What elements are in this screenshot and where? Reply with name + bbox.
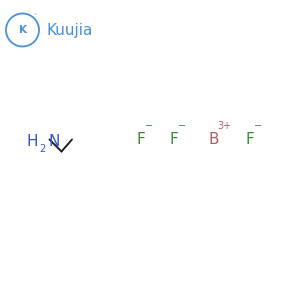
Text: −: − (178, 121, 186, 131)
Text: N: N (48, 134, 59, 148)
Text: 2: 2 (40, 143, 46, 154)
Text: 3+: 3+ (218, 121, 232, 131)
Text: F: F (169, 132, 178, 147)
Text: F: F (246, 132, 255, 147)
Text: B: B (208, 132, 219, 147)
Text: K: K (19, 25, 26, 35)
Text: °: ° (33, 14, 36, 19)
Text: H: H (27, 134, 38, 148)
Text: F: F (136, 132, 145, 147)
Text: Kuujia: Kuujia (46, 22, 93, 38)
Text: −: − (145, 121, 153, 131)
Text: −: − (254, 121, 262, 131)
